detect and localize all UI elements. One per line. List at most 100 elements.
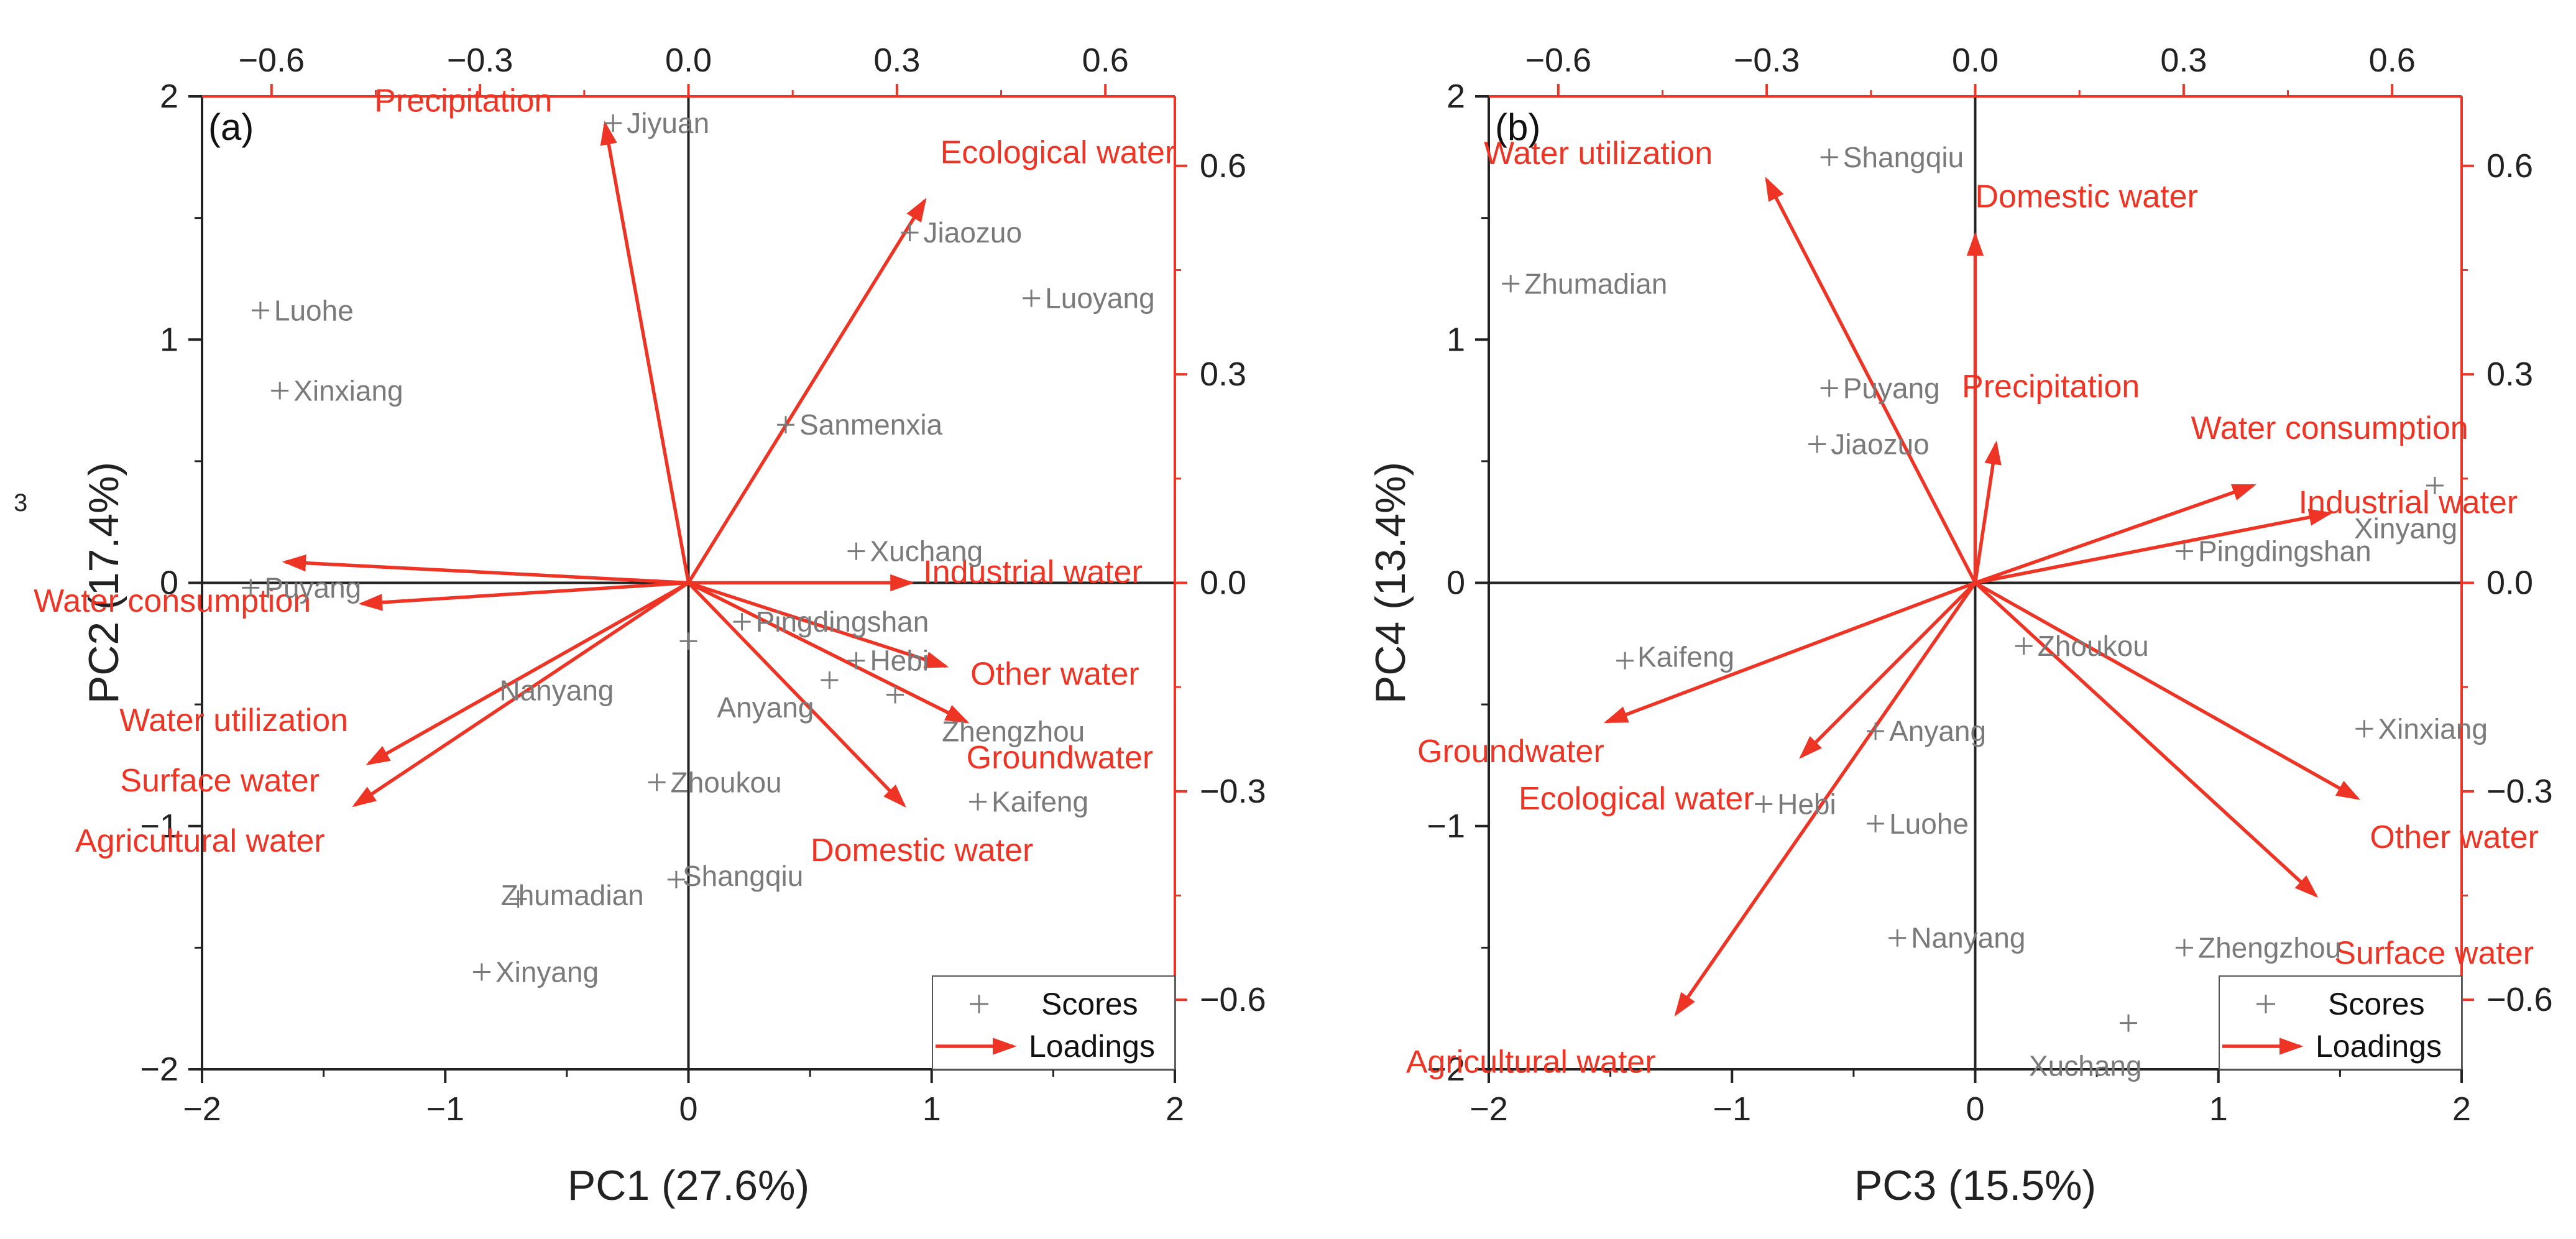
score-label-xinyang: Xinyang [495, 956, 599, 988]
stray-mark: 3 [14, 489, 27, 517]
score-point-pingdingshan [733, 613, 751, 631]
loading-label-surface-water: Surface water [120, 763, 320, 799]
x-tick-label: −2 [183, 1090, 221, 1128]
score-label-zhumadian: Zhumadian [501, 879, 644, 911]
top-tick-label: 0.6 [2369, 42, 2416, 79]
loading-label-water-utilization: Water utilization [1484, 136, 1713, 172]
loading-label-water-consumption: Water consumption [2191, 410, 2468, 446]
x-tick-label: −1 [426, 1090, 464, 1128]
score-point-kaifeng [969, 793, 987, 811]
score-point-xinxiang [271, 382, 289, 400]
score-point-nanyang [679, 632, 697, 650]
loading-arrow-water-utilization [358, 581, 689, 611]
right-tick-label: −0.6 [2486, 981, 2553, 1018]
x-tick-label: 2 [1166, 1090, 1184, 1128]
score-label-jiaozuo: Jiaozuo [924, 216, 1023, 249]
score-point-xuchang [2119, 1014, 2137, 1032]
score-label-puyang: Puyang [1843, 372, 1940, 405]
score-point-jiaozuo [1808, 435, 1826, 453]
score-point-luohe [1867, 814, 1885, 832]
legend-box [932, 975, 1175, 1070]
loading-arrow-other-water [688, 581, 949, 668]
score-label-zhumadian: Zhumadian [1524, 267, 1667, 300]
score-point-anyang [821, 671, 839, 689]
legend: Scores Loadings [932, 975, 1175, 1070]
score-point-anyang [1867, 722, 1885, 740]
panel-a: −2 −1 0 1 2 −2 −1 0 1 2 −0.6 −0.3 0.0 0.3 0.6 0.6 0.3 0.0… [34, 42, 1266, 1209]
score-point-puyang [1820, 379, 1838, 397]
x-tick-label: 2 [2452, 1090, 2471, 1128]
legend-box [2219, 975, 2462, 1070]
x-tick-label: −2 [1470, 1090, 1508, 1128]
loading-arrow-industrial-water [1974, 509, 2334, 585]
score-point-xuchang [847, 542, 865, 560]
panel-b: −2 −1 0 1 2 −2 −1 0 1 2 −0.6 −0.3 0.0 0.3 0.6 0.6 0.3 0.0… [1367, 42, 2553, 1209]
score-label-xinyang: Xinyang [2354, 512, 2457, 545]
score-point-puyang [242, 579, 260, 597]
score-point-zhoukou [648, 773, 666, 791]
legend-scores-label: Scores [2328, 987, 2425, 1021]
legend-scores-marker [2256, 995, 2275, 1013]
y-tick-label: 0 [1447, 564, 1465, 602]
loading-label-domestic-water: Domestic water [811, 832, 1033, 868]
right-tick-label: 0.0 [1200, 564, 1246, 602]
right-tick-label: −0.6 [1200, 981, 1266, 1018]
score-point-xinyang [2426, 477, 2444, 494]
loading-arrow-agricultural-water [352, 581, 690, 808]
score-point-xinyang [472, 963, 490, 981]
score-point-pingdingshan [2175, 542, 2193, 560]
right-tick-label: 0.0 [2486, 564, 2533, 602]
legend-scores-marker [970, 995, 988, 1013]
score-label-jiaozuo: Jiaozuo [1831, 428, 1930, 460]
score-point-nanyang [1888, 929, 1907, 947]
loading-arrow-agricultural-water [1674, 581, 1977, 1017]
score-point-zhengzhou [886, 686, 904, 704]
x-tick-label: 0 [679, 1090, 697, 1128]
score-point-luoyang [1023, 289, 1041, 307]
score-label-puyang: Puyang [264, 571, 361, 604]
top-tick-label: −0.3 [1734, 42, 1800, 79]
x-tick-label: 1 [2209, 1090, 2228, 1128]
top-tick-label: −0.6 [238, 42, 305, 79]
loading-label-other-water: Other water [970, 656, 1139, 693]
loading-label-industrial-water: Industrial water [923, 555, 1143, 591]
score-label-hebi: Hebi [1777, 788, 1836, 821]
loading-label-water-consumption: Water consumption [34, 583, 311, 619]
y-tick-label: −1 [1427, 808, 1465, 845]
loading-arrow-precipitation [1973, 440, 2002, 583]
score-label-luohe: Luohe [274, 294, 354, 326]
score-label-anyang: Anyang [1889, 715, 1986, 747]
legend-loadings-label: Loadings [1029, 1029, 1155, 1064]
score-label-zhengzhou: Zhengzhou [2198, 931, 2341, 964]
loading-arrow-water-consumption [282, 554, 689, 585]
loading-arrow-domestic-water [687, 581, 906, 808]
score-label-luohe: Luohe [1889, 808, 1969, 840]
score-label-pingdingshan: Pingdingshan [2198, 535, 2371, 568]
legend-loadings-label: Loadings [2316, 1029, 2442, 1064]
score-label-hebi: Hebi [870, 645, 929, 677]
x-tick-label: 0 [1966, 1090, 1984, 1128]
y-tick-label: 2 [160, 78, 178, 115]
top-tick-label: 0.3 [2160, 42, 2207, 79]
right-tick-label: 0.3 [2486, 356, 2533, 393]
score-point-zhoukou [2015, 637, 2033, 655]
score-point-xinxiang [2355, 720, 2373, 738]
score-point-hebi [1755, 795, 1773, 813]
loading-label-groundwater: Groundwater [1417, 734, 1604, 770]
loading-label-water-utilization: Water utilization [119, 702, 348, 739]
loading-arrow-ecological-water [687, 198, 927, 584]
x-tick-label: −1 [1713, 1090, 1751, 1128]
loading-label-ecological-water: Ecological water [941, 135, 1176, 171]
loading-arrow-surface-water [366, 581, 689, 765]
score-point-zhengzhou [2175, 939, 2193, 957]
loading-label-surface-water: Surface water [2334, 936, 2534, 972]
score-label-shangqiu: Shangqiu [1843, 141, 1964, 173]
y-tick-label: 1 [1447, 321, 1465, 358]
score-point-luohe [251, 302, 269, 320]
loading-label-precipitation: Precipitation [1962, 369, 2140, 405]
loading-arrow-water-consumption [1974, 484, 2256, 585]
score-point-jiyuan [604, 114, 622, 132]
loading-label-other-water: Other water [2370, 819, 2539, 855]
score-label-zhoukou: Zhoukou [671, 766, 782, 798]
